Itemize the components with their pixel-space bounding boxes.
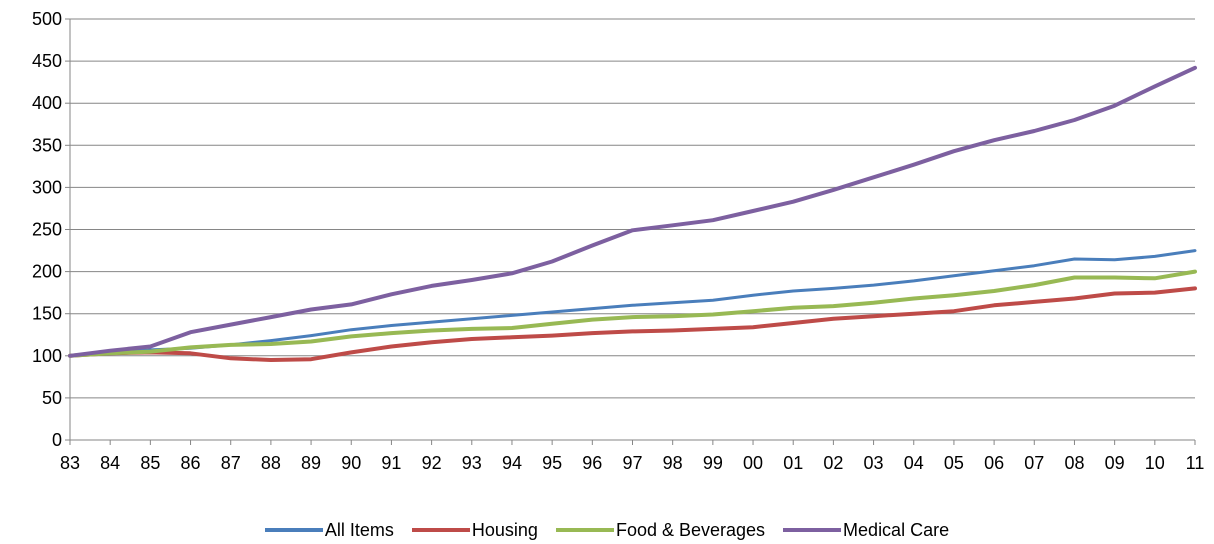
x-tick-label: 01 [783,453,803,473]
x-tick-label: 02 [823,453,843,473]
x-tick-label: 88 [261,453,281,473]
x-tick-label: 00 [743,453,763,473]
x-tick-label: 11 [1186,453,1205,473]
series-line-all-items [68,249,1197,358]
y-tick-label: 450 [32,51,62,71]
legend-swatch [555,528,614,532]
x-tick-label: 05 [944,453,964,473]
x-tick-label: 89 [301,453,321,473]
x-tick-label: 10 [1145,453,1165,473]
x-tick-label: 93 [462,453,482,473]
y-tick-label: 50 [42,388,62,408]
x-tick-label: 91 [381,453,401,473]
y-tick-label: 400 [32,93,62,113]
x-tick-label: 96 [582,453,602,473]
x-tick-label: 97 [622,453,642,473]
y-tick-label: 500 [32,9,62,29]
legend-item-all-items: All Items [264,519,394,541]
legend: All Items Housing Food & Beverages Medical … [0,516,1214,544]
series-line-housing [68,286,1197,362]
y-axis: 0 50 100 150 200 250 300 350 400 450 500 [32,9,71,450]
x-tick-label: 99 [703,453,723,473]
legend-label: Medical Care [843,519,950,540]
x-axis: 83 84 85 86 87 88 89 90 91 92 93 94 95 96 97 98 99 00 01 02… [60,439,1205,473]
series-line-food-beverages [68,269,1197,358]
legend-label: Food & Beverages [615,519,766,540]
series-lines [68,65,1197,362]
y-tick-label: 350 [32,135,62,155]
x-tick-label: 84 [100,453,120,473]
x-tick-label: 92 [422,453,442,473]
y-tick-label: 0 [52,430,62,450]
x-tick-label: 95 [542,453,562,473]
x-tick-label: 98 [663,453,683,473]
x-tick-label: 83 [60,453,80,473]
x-tick-label: 94 [502,453,522,473]
y-tick-label: 100 [32,346,62,366]
x-tick-label: 85 [140,453,160,473]
x-tick-label: 03 [864,453,884,473]
legend-item-food-beverages: Food & Beverages [555,519,766,541]
x-tick-label: 87 [221,453,241,473]
legend-swatch [783,528,842,532]
x-tick-label: 08 [1064,453,1084,473]
legend-label: All Items [324,519,394,540]
x-tick-label: 04 [904,453,924,473]
legend-item-housing: Housing [411,519,538,541]
series-line-medical-care [68,65,1197,358]
y-tick-label: 300 [32,177,62,197]
legend-swatch [264,528,323,532]
x-tick-label: 07 [1024,453,1044,473]
legend-label: Housing [471,519,538,540]
y-tick-label: 150 [32,304,62,324]
x-tick-label: 06 [984,453,1004,473]
x-tick-label: 86 [181,453,201,473]
x-tick-label: 09 [1105,453,1125,473]
gridlines [70,18,1195,399]
x-tick-label: 90 [341,453,361,473]
y-tick-label: 200 [32,262,62,282]
y-tick-label: 250 [32,220,62,240]
legend-swatch [411,528,470,532]
legend-item-medical-care: Medical Care [783,520,949,541]
